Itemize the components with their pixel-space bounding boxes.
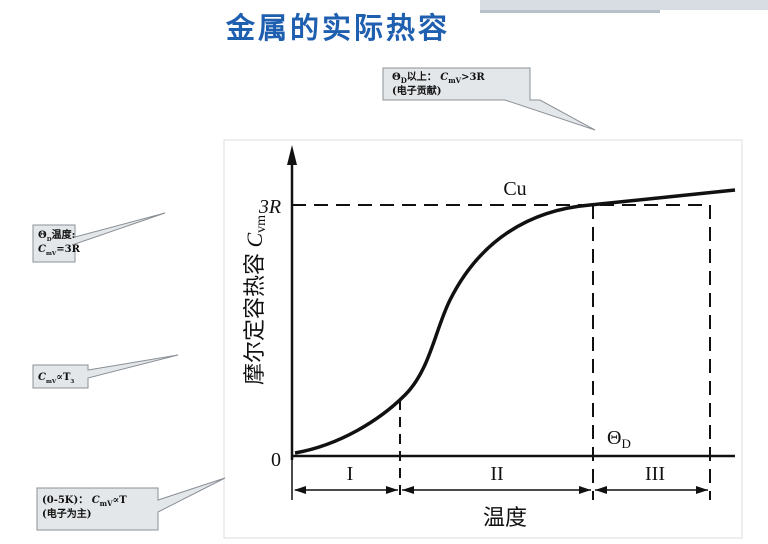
text: C — [38, 372, 46, 383]
region-label: I — [347, 463, 354, 485]
title: 金属的实际热容 — [225, 11, 450, 45]
text: mV — [448, 76, 461, 85]
text: C — [92, 495, 100, 506]
text: ∝T — [113, 495, 128, 506]
text: Θ — [392, 72, 401, 83]
text: C — [440, 72, 448, 83]
text: (电子贡献) — [392, 84, 441, 97]
text: ∝T — [56, 372, 71, 383]
text: Θ — [38, 230, 47, 241]
text: (0-5K)： — [42, 495, 92, 506]
curve — [294, 188, 736, 455]
callout-shapes — [32, 67, 596, 531]
text: mV — [46, 251, 57, 257]
curve-label: Cu — [503, 178, 526, 200]
callout-text: (0-5K)： CmV∝T — [42, 495, 127, 508]
text: mV — [100, 499, 113, 508]
text: 以上： — [407, 70, 440, 83]
text: vm — [254, 215, 269, 233]
y-axis-label: 摩尔定容热容 Cvm — [242, 215, 269, 385]
text: D — [621, 436, 630, 451]
callout-text: ΘD温度: — [38, 228, 75, 243]
text: C — [38, 244, 46, 255]
text: >3R — [461, 72, 485, 83]
axes — [287, 145, 736, 500]
text: D — [47, 237, 52, 243]
header-bar — [480, 0, 768, 10]
header-bar — [480, 10, 660, 13]
callouts: ΘD以上： CmV>3R(电子贡献)ΘD温度:CmV=3RCmV∝T3(0-5K… — [38, 70, 485, 520]
callout-text: CmV∝T3 — [38, 372, 74, 385]
text: C — [242, 233, 267, 248]
text: 摩尔定容热容 — [242, 248, 267, 386]
text: 3 — [70, 379, 74, 385]
callout-text: (电子贡献) — [392, 84, 441, 97]
callout-text: (电子为主) — [42, 507, 91, 520]
callout-text: ΘD以上： CmV>3R — [392, 70, 485, 85]
y-label-zero: 0 — [271, 449, 281, 471]
text: mV — [46, 379, 57, 385]
text: Θ — [607, 427, 621, 449]
x-axis-label: 温度 — [483, 505, 527, 530]
figure-frame — [223, 139, 743, 539]
text: =3R — [56, 244, 80, 255]
text: 温度: — [52, 228, 76, 241]
text: D — [401, 76, 407, 85]
region-label: III — [645, 463, 665, 485]
text: (电子为主) — [42, 507, 91, 520]
y-label-top: 3R — [258, 196, 281, 218]
region-label: II — [490, 463, 503, 485]
debye-label: ΘD — [607, 427, 631, 451]
callout-text: CmV=3R — [38, 244, 81, 257]
